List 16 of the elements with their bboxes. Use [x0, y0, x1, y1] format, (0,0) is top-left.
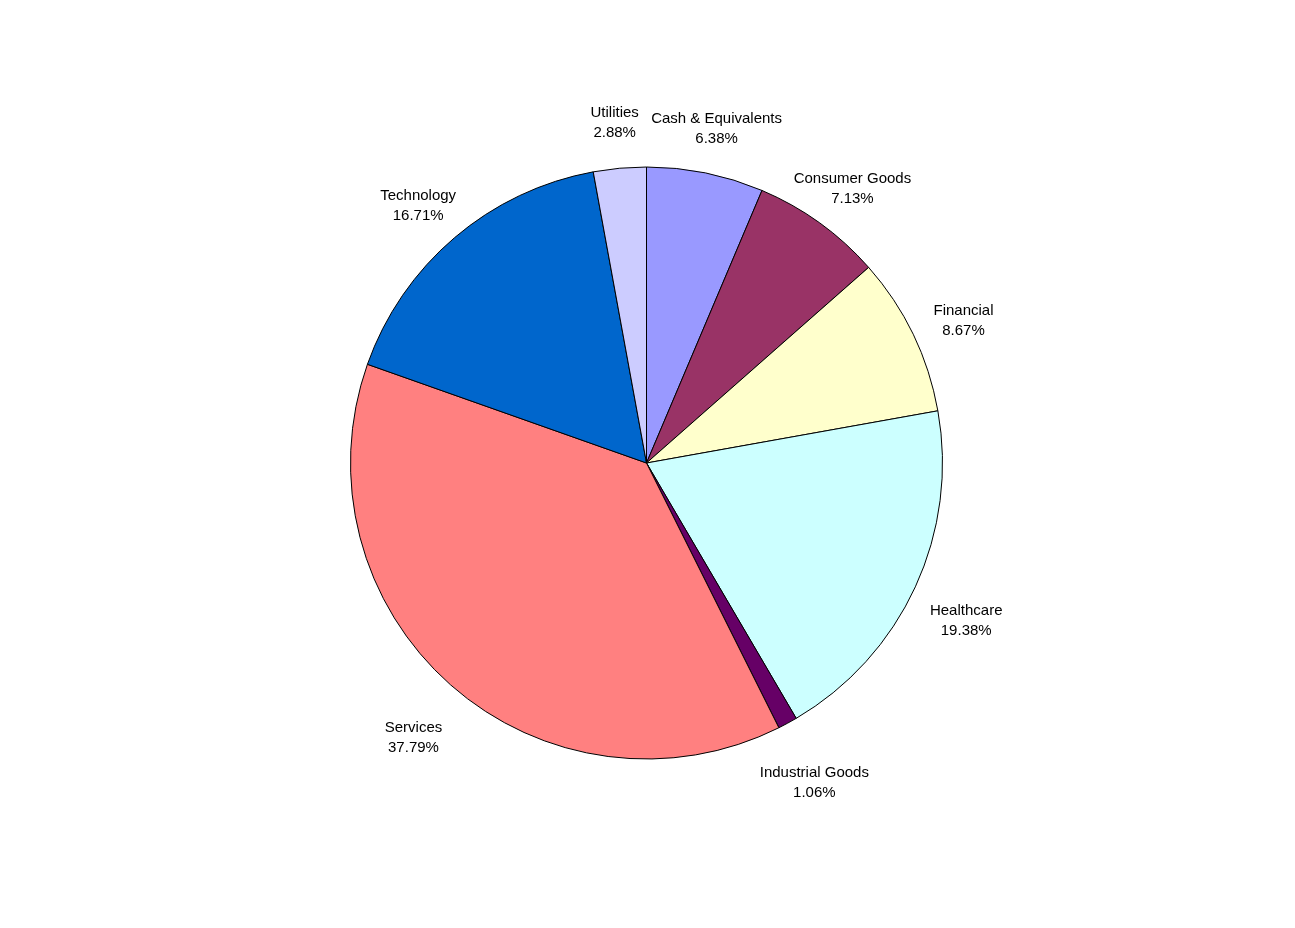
slice-label: Healthcare: [929, 601, 1003, 619]
data-label: 1.06%: [793, 783, 836, 801]
data-label: 16.71%: [392, 206, 444, 224]
slice-label: Industrial Goods: [759, 763, 869, 781]
slice-label: Cash & Equivalents: [651, 109, 783, 127]
data-label: 6.38%: [695, 129, 738, 147]
slice-label: Consumer Goods: [793, 168, 912, 186]
slice-label: Technology: [380, 186, 457, 204]
data-label: 8.67%: [942, 321, 985, 339]
data-label: 2.88%: [593, 123, 636, 141]
slice-label: Financial: [933, 301, 994, 319]
slice-label: Services: [384, 717, 443, 735]
data-label: 19.38%: [940, 621, 992, 639]
data-label: 7.13%: [831, 188, 874, 206]
slice-label: Utilities: [590, 103, 639, 121]
data-label: 37.79%: [388, 737, 439, 755]
